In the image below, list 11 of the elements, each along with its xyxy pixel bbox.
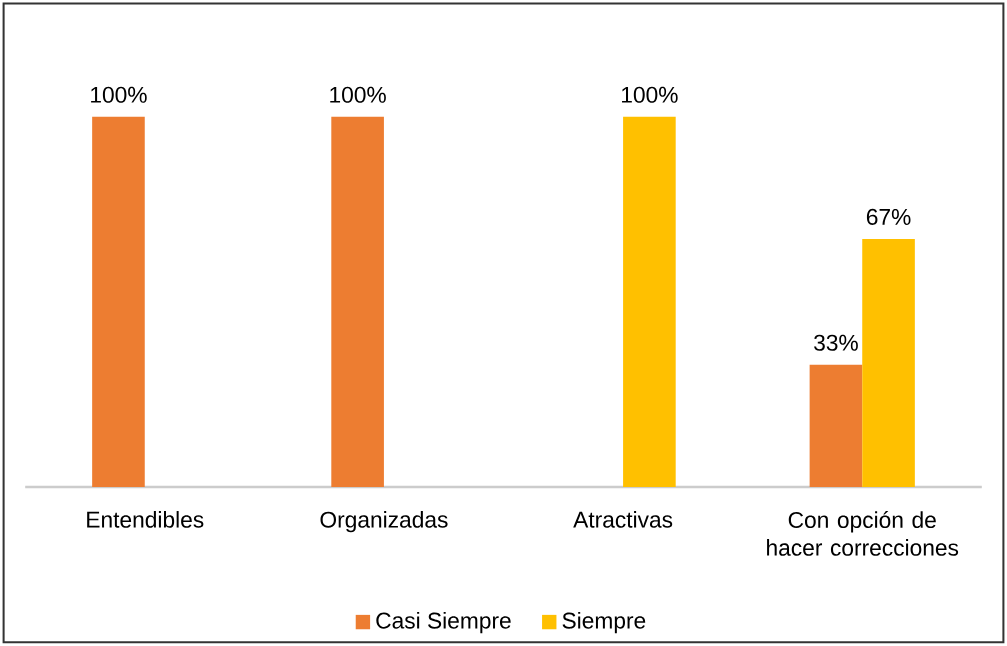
x-tick-label: Con opción de hacer correcciones [767, 511, 959, 556]
data-label: 67% [866, 208, 911, 226]
x-tick-label: Organizadas [320, 511, 448, 533]
data-label: 33% [814, 334, 858, 351]
data-label: 100% [622, 86, 678, 103]
legend-label: Casi Siempre [376, 611, 511, 634]
data-label: 100% [91, 86, 147, 103]
legend-label: Siempre [562, 611, 646, 634]
x-tick-label: Entendibles [87, 511, 204, 528]
data-label: 100% [330, 86, 386, 103]
x-tick-label: Atractivas [573, 511, 673, 528]
